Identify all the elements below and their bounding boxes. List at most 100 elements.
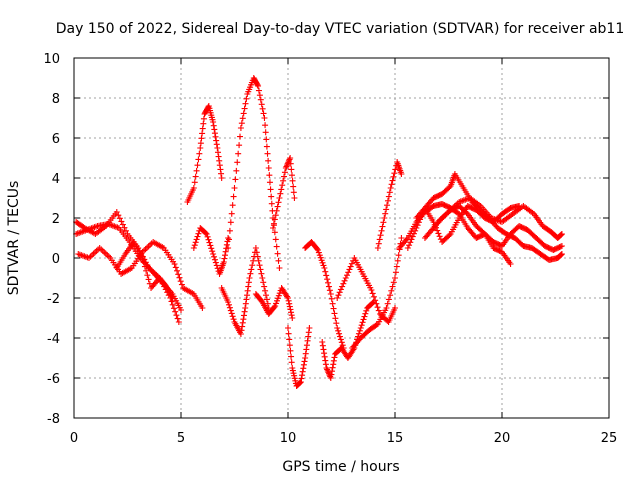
data-point	[145, 276, 152, 283]
data-point	[140, 259, 147, 266]
data-point	[213, 137, 220, 144]
data-point	[418, 213, 425, 220]
data-point	[275, 199, 282, 206]
data-point	[356, 327, 363, 334]
data-point	[395, 252, 402, 259]
data-point	[198, 135, 205, 142]
data-point	[303, 342, 310, 349]
data-point	[199, 125, 206, 132]
data-point	[236, 142, 243, 149]
data-point	[176, 274, 183, 281]
data-point	[516, 203, 523, 209]
data-point	[274, 295, 281, 302]
data-point	[392, 305, 398, 311]
data-point	[194, 233, 201, 240]
data-point	[321, 353, 328, 360]
data-point	[287, 306, 294, 313]
data-point	[290, 189, 297, 196]
data-point	[271, 216, 278, 223]
data-point	[373, 321, 380, 328]
data-point	[387, 185, 394, 191]
data-point	[209, 248, 216, 255]
data-point	[412, 227, 419, 234]
data-point	[173, 312, 180, 319]
data-point	[273, 207, 280, 214]
data-point	[212, 259, 219, 266]
data-point	[202, 230, 209, 237]
data-point	[193, 236, 200, 243]
data-point	[245, 279, 252, 286]
series-sat-k	[285, 325, 313, 389]
data-point	[225, 245, 232, 251]
data-point	[210, 122, 217, 129]
data-point	[266, 172, 273, 179]
series-sat-i	[252, 285, 296, 321]
data-point	[256, 262, 263, 269]
data-point	[322, 268, 329, 275]
data-point	[259, 275, 266, 281]
data-point	[197, 145, 204, 151]
data-point	[211, 253, 218, 260]
data-point	[242, 305, 249, 311]
axis-ticks: 0 5 10 15 20 25 -8 -6 -4 -2 0 2 4 6 8 10	[43, 52, 617, 446]
data-point	[233, 167, 240, 174]
data-point	[225, 235, 232, 241]
data-point	[212, 133, 219, 140]
data-point	[339, 283, 346, 290]
data-point	[231, 185, 238, 191]
data-point	[322, 361, 329, 368]
data-point	[385, 296, 392, 303]
data-point	[297, 379, 304, 385]
y-tick-label: 2	[52, 212, 60, 227]
data-point	[290, 183, 297, 190]
data-point	[194, 162, 201, 169]
data-point	[289, 367, 296, 374]
data-point	[299, 372, 306, 379]
data-point	[122, 227, 129, 234]
data-point	[326, 287, 333, 294]
series-sat-u	[421, 203, 565, 253]
data-point	[139, 255, 146, 261]
data-point	[249, 262, 256, 269]
data-point	[319, 342, 326, 349]
data-point	[389, 177, 396, 184]
data-point	[273, 243, 280, 250]
data-point	[329, 368, 336, 375]
data-point	[333, 320, 340, 327]
data-point	[218, 175, 225, 181]
data-point	[199, 305, 206, 311]
data-point	[287, 155, 294, 161]
data-point	[334, 325, 341, 331]
series-sat-g	[218, 245, 272, 337]
y-tick-label: -8	[47, 412, 60, 427]
data-point	[222, 248, 229, 255]
data-point	[197, 140, 204, 147]
data-point	[204, 233, 211, 240]
data-point	[281, 173, 288, 180]
data-point	[281, 169, 288, 176]
data-point	[237, 331, 244, 337]
data-point	[285, 297, 292, 304]
x-tick-label: 0	[70, 431, 78, 446]
data-point	[207, 242, 214, 249]
data-point	[285, 325, 291, 331]
data-point	[268, 193, 275, 200]
data-point	[304, 337, 311, 344]
data-point	[113, 209, 120, 215]
data-point	[258, 270, 265, 277]
data-point	[384, 300, 391, 307]
data-point	[196, 150, 203, 157]
data-point	[256, 92, 263, 99]
data-point	[191, 242, 198, 249]
data-point	[417, 216, 424, 223]
data-point	[250, 257, 257, 264]
data-point	[306, 325, 313, 331]
data-point	[263, 296, 270, 303]
data-point	[240, 316, 247, 323]
series-sat-d	[113, 239, 176, 301]
grid-lines	[74, 58, 609, 418]
data-point	[360, 316, 367, 323]
data-point	[273, 300, 280, 307]
data-point	[408, 236, 415, 243]
data-point	[241, 308, 248, 315]
